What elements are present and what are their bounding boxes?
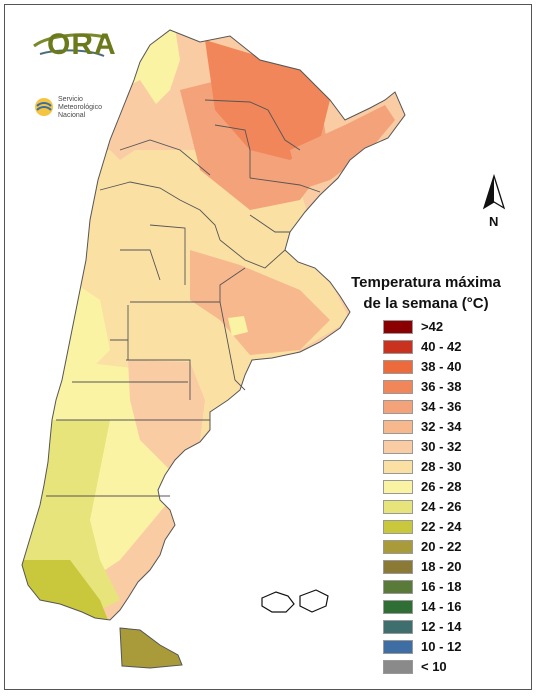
ora-logo-text: ORA (47, 28, 117, 61)
north-label: N (489, 214, 499, 229)
smn-logo-icon (35, 98, 53, 116)
legend-swatch (383, 580, 413, 594)
smn-line-3: Nacional (58, 112, 86, 119)
legend-label: 28 - 30 (421, 459, 462, 474)
temperature-band (128, 360, 205, 470)
malvinas-islands (261, 589, 329, 613)
north-arrow-icon (482, 173, 506, 210)
smn-line-2: Meteorológico (58, 104, 102, 111)
smn-logo: Servicio Meteorológico Nacional (34, 96, 124, 126)
legend-swatch (383, 600, 413, 614)
legend-swatch (383, 340, 413, 354)
map-frame (4, 4, 532, 690)
temperature-band (228, 316, 248, 336)
legend-label: 26 - 28 (421, 479, 462, 494)
legend-label: 36 - 38 (421, 379, 462, 394)
legend-title: Temperatura máxima de la semana (°C) (346, 272, 506, 314)
legend-swatch (383, 500, 413, 514)
legend-swatch (383, 420, 413, 434)
legend-swatch (383, 480, 413, 494)
legend-label: 30 - 32 (421, 439, 462, 454)
legend-swatch (383, 400, 413, 414)
legend-swatch (383, 380, 413, 394)
legend-label: 16 - 18 (421, 579, 462, 594)
legend-label: 18 - 20 (421, 559, 462, 574)
tierra-del-fuego (119, 627, 183, 669)
legend-label: 34 - 36 (421, 399, 462, 414)
legend-label: 38 - 40 (421, 359, 462, 374)
legend-swatch (383, 660, 413, 674)
legend-label: 12 - 14 (421, 619, 462, 634)
legend-label: 32 - 34 (421, 419, 462, 434)
legend-label: >42 (421, 319, 444, 334)
legend-label: 40 - 42 (421, 339, 462, 354)
ora-logo-swoosh (33, 33, 109, 57)
smn-line-1: Servicio (58, 96, 83, 103)
legend-swatch (383, 640, 413, 654)
smn-logo-text: Servicio Meteorológico Nacional (58, 96, 102, 120)
legend-label: 22 - 24 (421, 519, 462, 534)
legend-swatch (383, 360, 413, 374)
legend-label: 24 - 26 (421, 499, 462, 514)
legend-swatch (383, 440, 413, 454)
legend-label: 10 - 12 (421, 639, 462, 654)
legend-swatch (383, 540, 413, 554)
legend-swatch (383, 560, 413, 574)
province-borders (46, 99, 321, 497)
legend-label: 20 - 22 (421, 539, 462, 554)
legend-label: 14 - 16 (421, 599, 462, 614)
legend-title-line-1: Temperatura máxima (351, 274, 501, 291)
temperature-band (190, 250, 330, 355)
legend-label: < 10 (421, 659, 447, 674)
legend-swatch (383, 620, 413, 634)
legend-swatch (383, 520, 413, 534)
legend-swatch (383, 460, 413, 474)
legend-swatch (383, 320, 413, 334)
legend-title-line-2: de la semana (°C) (363, 295, 489, 312)
temperature-band (290, 105, 395, 190)
